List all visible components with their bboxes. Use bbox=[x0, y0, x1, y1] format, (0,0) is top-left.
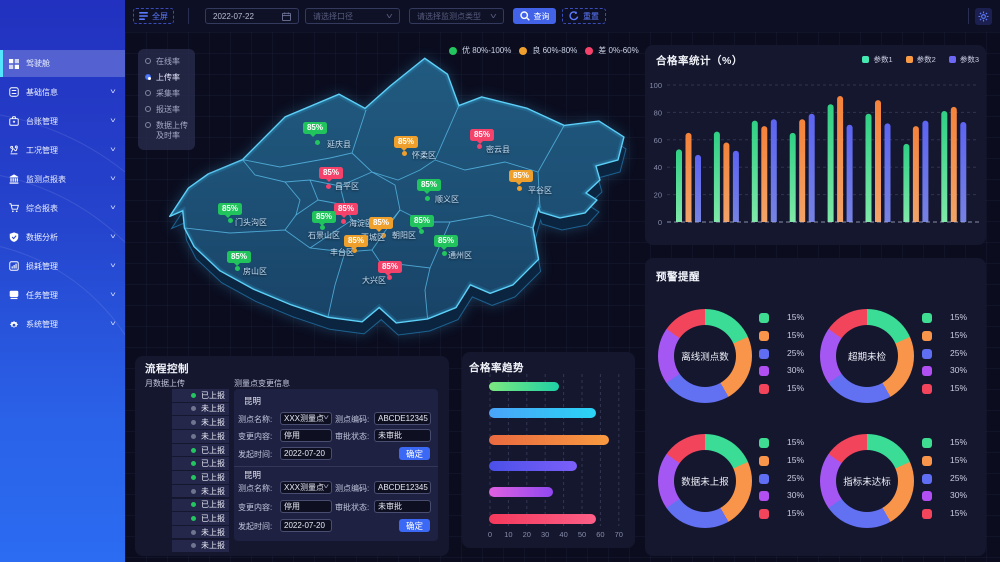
svg-text:40: 40 bbox=[654, 163, 662, 172]
svg-text:0: 0 bbox=[488, 530, 492, 539]
svg-text:20: 20 bbox=[654, 191, 662, 200]
svg-text:80: 80 bbox=[654, 108, 662, 117]
svg-text:10: 10 bbox=[504, 530, 512, 539]
svg-text:60: 60 bbox=[596, 530, 604, 539]
svg-text:0: 0 bbox=[658, 218, 662, 227]
svg-text:50: 50 bbox=[578, 530, 586, 539]
svg-text:100: 100 bbox=[649, 81, 662, 90]
svg-text:70: 70 bbox=[615, 530, 623, 539]
svg-text:40: 40 bbox=[559, 530, 567, 539]
svg-text:20: 20 bbox=[523, 530, 531, 539]
svg-text:30: 30 bbox=[541, 530, 549, 539]
svg-text:60: 60 bbox=[654, 136, 662, 145]
